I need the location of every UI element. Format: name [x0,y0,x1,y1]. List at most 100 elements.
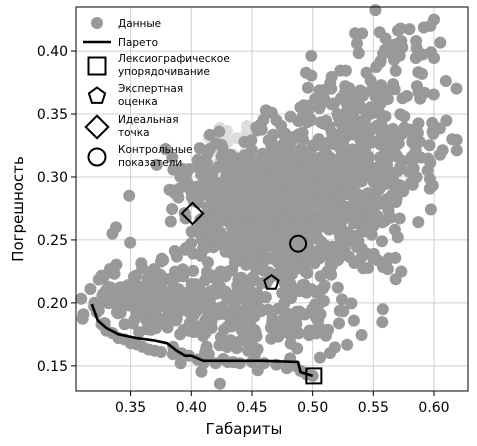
data-point [345,147,358,160]
data-point [369,4,382,17]
data-point [339,95,352,108]
pentagon-marker [263,273,280,290]
data-point [164,273,177,286]
data-point [232,203,245,216]
data-point [219,187,232,200]
data-point [233,229,245,242]
y-axis-label: Погрешность [9,156,27,262]
data-point [177,270,190,283]
data-point [387,174,400,187]
data-point [150,158,163,171]
data-point [325,268,338,281]
data-point [190,182,203,195]
data-point [434,36,447,49]
legend-label: Экспертная [118,83,183,95]
data-point [426,116,439,129]
y-tick-label: 0.15 [37,359,68,375]
legend-pentagon-icon [87,86,107,104]
data-point [333,155,346,168]
legend-label: показатели [118,157,182,169]
data-point [185,225,198,238]
data-point [382,252,395,265]
data-point [318,172,331,185]
data-point [284,337,297,350]
data-point [365,228,378,241]
data-point [124,236,137,249]
data-point [300,66,312,79]
data-point [191,154,204,166]
data-point [340,108,353,121]
data-point [369,189,382,202]
data-point [276,249,289,262]
data-point [189,278,202,291]
data-point [407,134,420,146]
data-point [254,183,266,196]
data-point [331,108,344,120]
data-point [365,220,378,233]
data-point [170,250,183,263]
legend-label: Контрольные [118,144,192,156]
data-point [325,82,338,95]
data-point [155,252,168,265]
data-point [314,308,327,321]
data-point [182,163,195,176]
data-point [281,162,294,175]
data-point [439,75,452,87]
data-point [197,242,210,255]
data-point [295,147,308,160]
data-point [248,161,260,174]
data-point [307,219,320,232]
data-point [426,125,439,138]
data-point [317,200,330,213]
data-point [141,323,153,336]
legend-label: оценка [118,96,158,108]
data-point [376,316,389,329]
data-point [412,216,425,229]
legend-label: упорядочивание [118,66,210,78]
legend-square-icon [87,56,107,76]
data-point [273,172,285,185]
data-point [155,346,167,358]
legend-label: Лексиографическое [118,53,230,65]
data-point [201,147,214,160]
data-point [426,179,439,192]
data-point [198,316,211,329]
data-point [258,357,271,370]
data-point [159,143,172,155]
data-point [334,242,347,255]
data-point [228,180,241,193]
legend-diamond-icon [84,114,110,140]
legend-label: Данные [118,18,161,30]
data-point [446,133,459,146]
data-point [340,188,352,201]
data-point [404,123,417,136]
data-point [305,49,318,62]
data-point [356,169,369,182]
data-point [395,265,408,278]
data-point [280,219,293,232]
data-point [186,289,199,302]
data-point [227,306,239,318]
legend-label: точка [118,127,150,139]
data-point [267,187,280,200]
x-tick-label: 0.40 [176,400,207,416]
circle-marker [289,234,308,253]
data-point [181,302,194,315]
data-point [260,237,273,250]
data-point [301,81,314,94]
data-point [208,228,221,241]
data-point [290,131,303,144]
special-markers [180,201,323,385]
data-point [352,47,365,60]
data-point [314,270,327,283]
data-point [187,326,200,338]
data-point [194,213,207,226]
data-point [373,151,386,164]
data-point [294,193,307,206]
data-point [126,317,139,330]
data-point [294,101,307,114]
pareto-line [90,303,314,378]
data-point [440,114,453,127]
data-point [252,292,265,305]
y-axis-ticks: 0.15 0.20 0.25 0.30 0.35 0.40 [37,44,76,375]
